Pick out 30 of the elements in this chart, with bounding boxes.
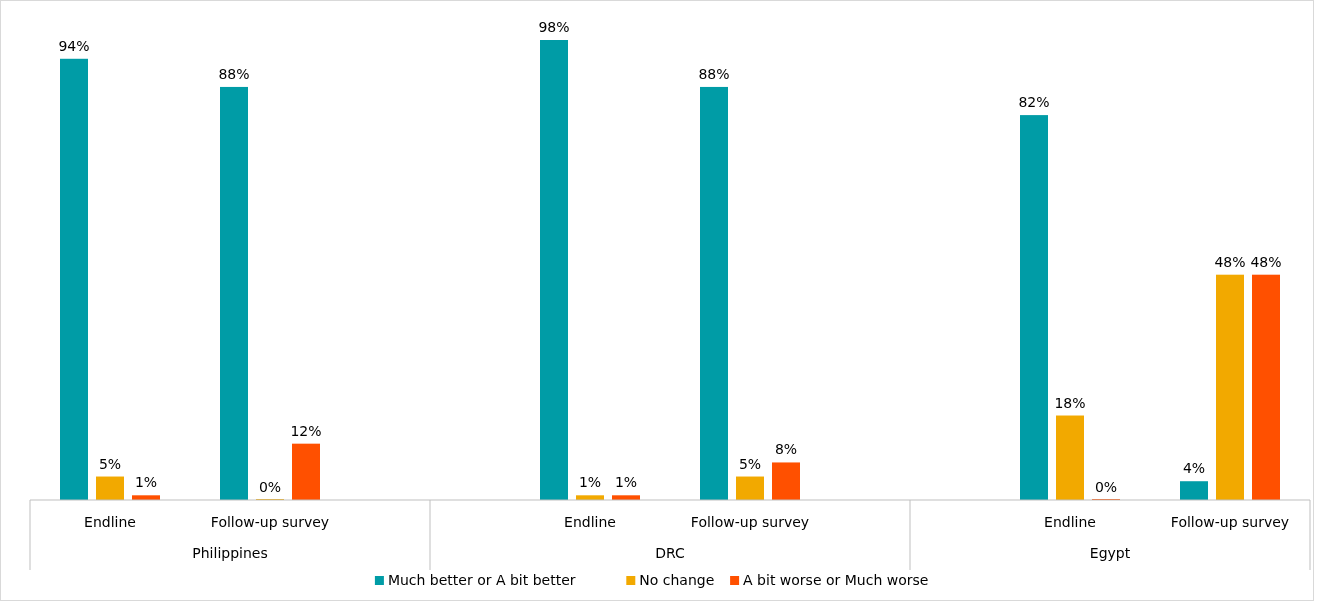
x-tick-label: Follow-up survey: [690, 514, 810, 530]
x-tick-label: Endline: [564, 514, 616, 530]
x-tick-label: Follow-up survey: [210, 514, 330, 530]
data-label: 1%: [134, 474, 158, 491]
legend-label: A bit worse or Much worse: [743, 572, 929, 588]
x-tick-label: Endline: [84, 514, 136, 530]
data-label: 12%: [290, 422, 322, 439]
data-label: 88%: [218, 65, 250, 82]
data-label: 48%: [1214, 253, 1246, 270]
data-label: 48%: [1250, 253, 1282, 270]
text: Philippines: [192, 545, 268, 561]
data-label: 0%: [258, 479, 282, 495]
legend-label: No change: [639, 572, 715, 588]
data-label: 5%: [98, 455, 122, 472]
data-label: 82%: [1018, 94, 1050, 111]
data-label: 4%: [1182, 460, 1206, 477]
x-tick-label: Endline: [1044, 514, 1096, 530]
data-label: 1%: [614, 474, 638, 491]
text: Egypt: [1089, 545, 1131, 561]
data-label: 18%: [1054, 394, 1086, 411]
data-label: 94%: [58, 37, 90, 54]
text: DRC: [655, 545, 686, 561]
data-label: 88%: [698, 65, 730, 82]
data-label: 0%: [1094, 479, 1118, 495]
data-label: 1%: [578, 474, 602, 491]
data-label: 98%: [538, 19, 570, 35]
legend-label: Much better or A bit better: [387, 572, 576, 588]
data-label: 5%: [738, 455, 762, 472]
x-tick-label: Follow-up survey: [1170, 514, 1290, 530]
data-label: 8%: [774, 441, 798, 458]
